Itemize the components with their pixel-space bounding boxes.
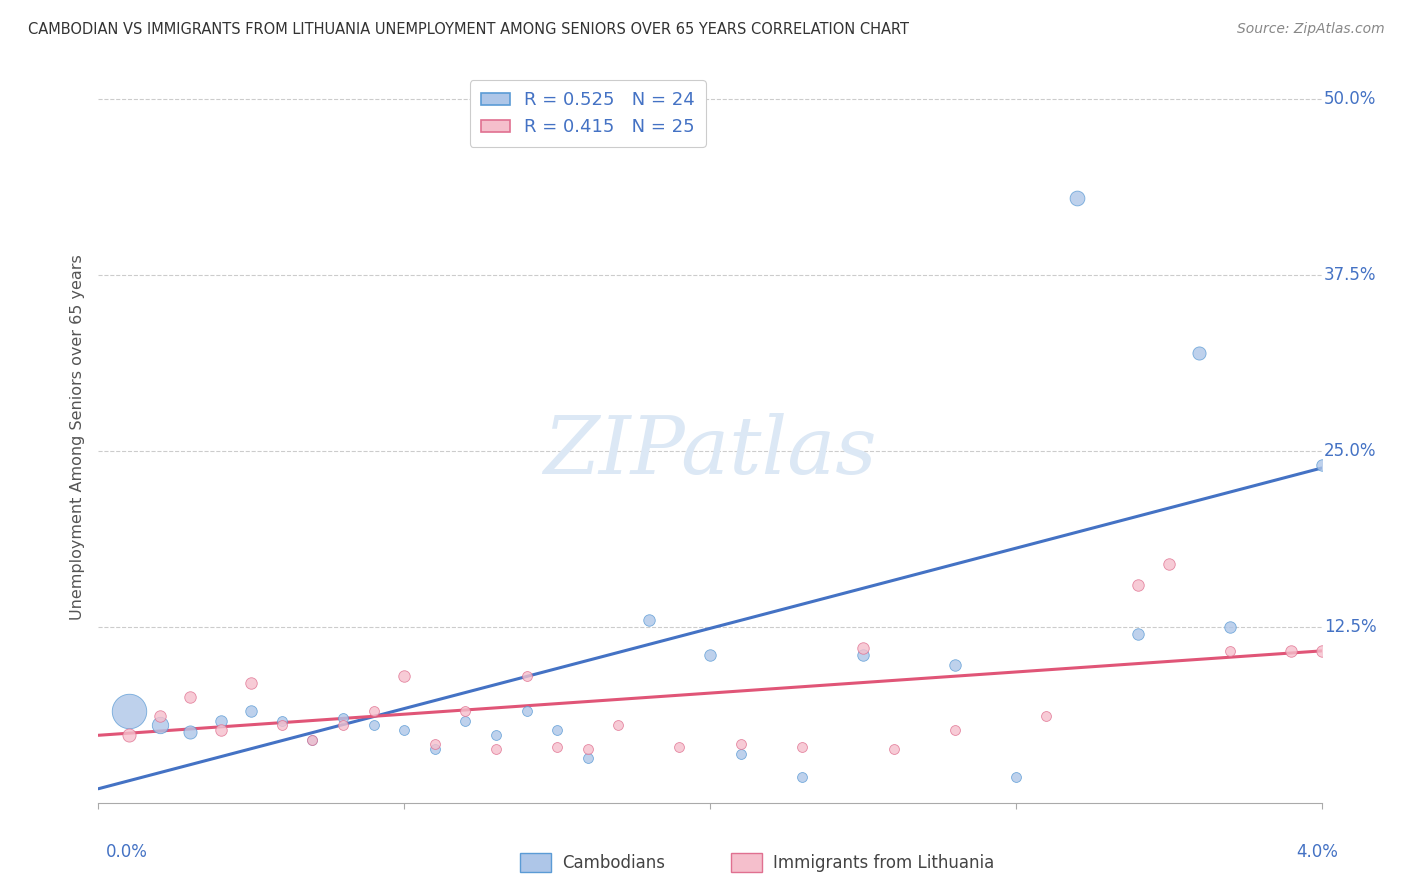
- Point: [883, 742, 905, 756]
- Point: [179, 690, 201, 705]
- Point: [546, 723, 568, 737]
- Point: [363, 718, 385, 732]
- Text: Cambodians: Cambodians: [562, 855, 665, 872]
- Text: Source: ZipAtlas.com: Source: ZipAtlas.com: [1237, 22, 1385, 37]
- Point: [240, 676, 263, 690]
- Point: [1035, 708, 1057, 723]
- Point: [730, 747, 752, 761]
- Point: [546, 739, 568, 754]
- Point: [516, 669, 538, 683]
- Point: [1128, 578, 1150, 592]
- Point: [423, 737, 446, 751]
- Point: [1219, 620, 1241, 634]
- Point: [1066, 191, 1088, 205]
- Point: [332, 711, 354, 725]
- Point: [943, 723, 966, 737]
- Point: [1279, 644, 1302, 658]
- Text: Immigrants from Lithuania: Immigrants from Lithuania: [773, 855, 994, 872]
- Point: [454, 705, 477, 719]
- Point: [790, 771, 813, 785]
- Point: [454, 714, 477, 729]
- Point: [730, 737, 752, 751]
- Point: [179, 725, 201, 739]
- Point: [270, 714, 294, 729]
- Text: ZIPatlas: ZIPatlas: [543, 413, 877, 491]
- Point: [699, 648, 721, 662]
- Point: [1188, 345, 1211, 359]
- Point: [363, 705, 385, 719]
- Point: [209, 723, 232, 737]
- Point: [1004, 771, 1026, 785]
- Point: [1219, 644, 1241, 658]
- Point: [270, 718, 294, 732]
- Point: [149, 718, 172, 732]
- Point: [1157, 557, 1180, 571]
- Text: CAMBODIAN VS IMMIGRANTS FROM LITHUANIA UNEMPLOYMENT AMONG SENIORS OVER 65 YEARS : CAMBODIAN VS IMMIGRANTS FROM LITHUANIA U…: [28, 22, 910, 37]
- Point: [392, 669, 416, 683]
- Point: [301, 732, 323, 747]
- Point: [852, 648, 875, 662]
- Point: [118, 705, 141, 719]
- Text: 37.5%: 37.5%: [1324, 267, 1376, 285]
- Point: [209, 714, 232, 729]
- Point: [852, 641, 875, 656]
- Point: [149, 708, 172, 723]
- Point: [576, 751, 599, 765]
- Text: 25.0%: 25.0%: [1324, 442, 1376, 460]
- Point: [943, 657, 966, 672]
- Point: [118, 728, 141, 742]
- Y-axis label: Unemployment Among Seniors over 65 years: Unemployment Among Seniors over 65 years: [70, 254, 86, 620]
- Point: [607, 718, 630, 732]
- Point: [1310, 644, 1333, 658]
- Point: [301, 732, 323, 747]
- Point: [1310, 458, 1333, 473]
- Point: [668, 739, 690, 754]
- Point: [485, 742, 508, 756]
- Point: [332, 718, 354, 732]
- Point: [240, 705, 263, 719]
- Text: 4.0%: 4.0%: [1296, 843, 1339, 861]
- Legend: R = 0.525   N = 24, R = 0.415   N = 25: R = 0.525 N = 24, R = 0.415 N = 25: [470, 80, 706, 147]
- Text: 50.0%: 50.0%: [1324, 90, 1376, 109]
- Point: [637, 613, 661, 627]
- Point: [576, 742, 599, 756]
- Point: [1128, 627, 1150, 641]
- Point: [516, 705, 538, 719]
- Text: 0.0%: 0.0%: [105, 843, 148, 861]
- Point: [485, 728, 508, 742]
- Point: [392, 723, 416, 737]
- Point: [423, 742, 446, 756]
- Text: 12.5%: 12.5%: [1324, 618, 1376, 636]
- Point: [790, 739, 813, 754]
